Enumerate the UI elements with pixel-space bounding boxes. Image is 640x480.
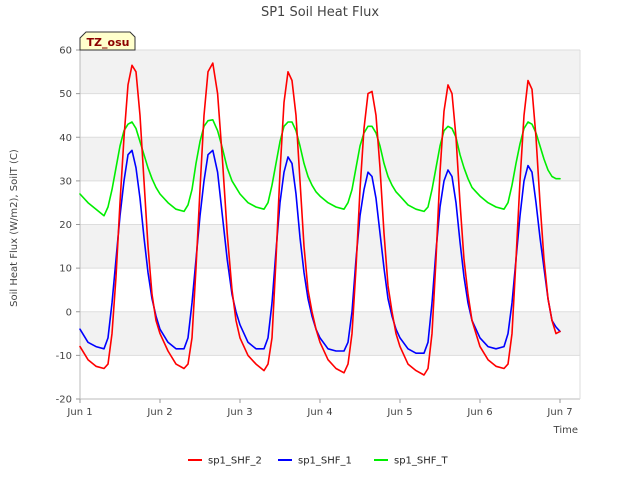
x-axis-ticks: Jun 1 Jun 2 Jun 3 Jun 4 Jun 5 Jun 6 Jun 7 xyxy=(66,399,573,418)
y-tick-label: 40 xyxy=(59,133,72,144)
x-tick-label: Jun 7 xyxy=(546,407,572,418)
x-tick-label: Jun 6 xyxy=(466,407,492,418)
plot-band xyxy=(80,50,580,94)
y-axis-title: Soil Heat Flux (W/m2), SoilT (C) xyxy=(9,149,20,307)
y-axis-ticks: -20 -10 0 10 20 30 40 50 60 xyxy=(56,46,80,406)
y-tick-label: 50 xyxy=(59,89,72,100)
site-badge: TZ_osu xyxy=(79,31,136,51)
x-tick-label: Jun 4 xyxy=(306,407,332,418)
legend: sp1_SHF_2 sp1_SHF_1 sp1_SHF_T xyxy=(188,456,449,467)
y-tick-label: 60 xyxy=(59,46,72,57)
legend-label: sp1_SHF_T xyxy=(394,456,449,467)
plot-band xyxy=(80,224,580,269)
legend-label: sp1_SHF_2 xyxy=(208,456,262,467)
site-badge-box xyxy=(79,31,136,51)
x-tick-label: Jun 1 xyxy=(66,407,92,418)
series-line-sp1-shf-t xyxy=(79,119,561,217)
y-tick-label: -10 xyxy=(56,351,72,362)
series-line-sp1-shf-2 xyxy=(79,62,561,376)
series-line-sp1-shf-1 xyxy=(79,149,561,354)
site-badge-label: TZ_osu xyxy=(87,36,130,49)
y-tick-label: 10 xyxy=(59,264,72,275)
x-axis-title: Time xyxy=(553,425,578,436)
plot-band xyxy=(80,137,580,181)
x-tick-label: Jun 3 xyxy=(226,407,252,418)
legend-label: sp1_SHF_1 xyxy=(298,456,352,467)
x-tick-label: Jun 2 xyxy=(146,407,172,418)
y-tick-label: 0 xyxy=(66,307,72,318)
chart-title: SP1 Soil Heat Flux xyxy=(261,5,379,20)
y-tick-label: 30 xyxy=(59,176,72,187)
y-tick-label: -20 xyxy=(56,395,72,406)
y-tick-label: 20 xyxy=(59,220,72,231)
x-tick-label: Jun 5 xyxy=(386,407,412,418)
series-lines xyxy=(79,62,561,376)
